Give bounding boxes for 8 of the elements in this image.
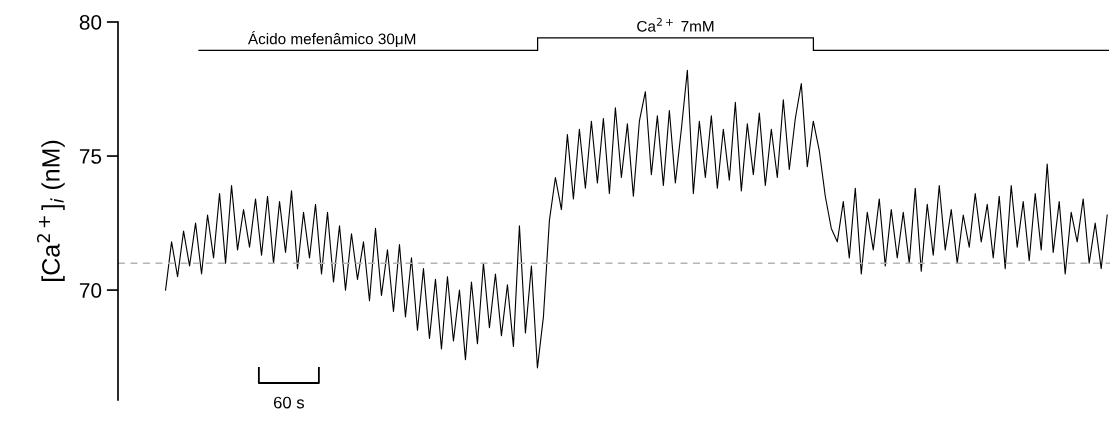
y-tick-label: 80 bbox=[79, 15, 102, 30]
y-axis-title: [Ca$^{2+}$]$_{i}$ (nM) bbox=[36, 140, 65, 281]
y-tick-label: 75 bbox=[79, 149, 102, 164]
line-series bbox=[165, 69, 1108, 369]
y-tick-label: 70 bbox=[79, 283, 102, 298]
annotation: 60 s bbox=[273, 396, 305, 409]
annotation: Ácido mefenâmico 30μM bbox=[247, 30, 416, 48]
annotation: Ca$^{2+}$ 7mM bbox=[637, 17, 714, 32]
